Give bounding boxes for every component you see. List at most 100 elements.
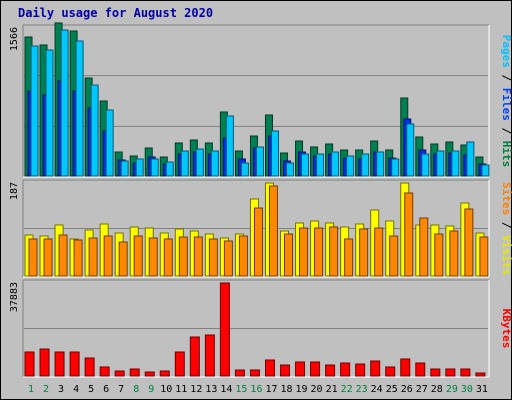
x-tick-label: 12 [190,384,202,395]
bar [391,158,400,177]
bar [460,368,471,377]
x-tick-label: 8 [133,384,139,395]
bar [361,153,370,177]
bar [329,226,339,277]
panel-label-part: Files [500,88,512,121]
bar [346,155,355,177]
bar [451,150,460,177]
bar [28,238,38,277]
panel-label-part: KBytes [500,309,512,349]
x-tick-label: 16 [250,384,262,395]
bar [165,161,174,177]
bar [255,146,264,177]
x-tick-label: 29 [446,384,458,395]
bar [400,358,411,377]
x-tick-label: 13 [205,384,217,395]
bar [180,150,189,177]
bar [30,45,39,177]
x-tick-label: 9 [148,384,154,395]
bar [234,369,245,377]
x-tick-label: 4 [73,384,79,395]
bar [475,372,486,377]
bar [129,368,140,377]
bar [69,351,80,377]
bar [58,234,68,277]
bar [466,141,475,177]
bar [238,235,248,277]
bar [389,235,399,277]
bar [479,236,489,277]
panel-label: Sites / Visits [500,182,512,275]
bar [148,237,158,277]
bar [210,150,219,177]
x-tick-label: 20 [311,384,323,395]
x-tick-label: 14 [220,384,232,395]
bar [430,368,441,377]
x-tick-label: 7 [118,384,124,395]
ymax-label: 187 [9,182,20,200]
x-tick-label: 23 [356,384,368,395]
bar [385,366,396,377]
bar [60,29,69,177]
panel-label-part: / [500,215,512,235]
bar [314,227,324,277]
x-tick-label: 18 [280,384,292,395]
bar [120,160,129,177]
bar [163,238,173,277]
bar [301,153,310,177]
bar [135,158,144,177]
bar [280,364,291,377]
bar [415,362,426,377]
bar [481,164,490,177]
bar [178,236,188,277]
bar [404,192,414,277]
x-tick-label: 22 [341,384,353,395]
x-tick-label: 6 [103,384,109,395]
x-tick-label: 24 [371,384,383,395]
ymax-label: 37883 [9,282,20,312]
bar [223,240,233,277]
bar [208,238,218,277]
bar [159,370,170,377]
panel-label: Pages / Files / Hits [500,35,512,168]
x-tick-label: 26 [401,384,413,395]
bar [114,370,125,377]
bar [270,130,279,177]
bar [340,362,351,377]
bar [54,351,65,377]
bar [249,369,260,377]
chart-title: Daily usage for August 2020 [18,6,214,20]
x-tick-label: 10 [160,384,172,395]
bar [331,151,340,177]
bar [449,230,459,277]
bar [90,84,99,177]
bar [264,359,275,377]
panel-label-part: Pages [500,35,512,68]
x-tick-label: 2 [43,384,49,395]
bar [73,239,83,277]
bar [325,364,336,377]
x-tick-label: 5 [88,384,94,395]
bar [436,150,445,177]
bar [434,233,444,277]
bar [84,357,95,377]
x-tick-label: 30 [461,384,473,395]
bar [355,363,366,377]
bar [406,123,415,177]
panel-label-part: Sites [500,182,512,215]
bar [374,227,384,277]
bar [316,153,325,177]
bar [225,115,234,177]
bar [376,151,385,177]
bar [445,368,456,377]
bar [45,49,54,177]
bar [193,236,203,277]
bar [419,217,429,277]
x-tick-label: 17 [265,384,277,395]
bar [464,208,474,277]
bar [105,109,114,177]
bar [310,361,321,377]
bar [253,207,263,277]
x-tick-label: 3 [58,384,64,395]
bar [88,237,98,277]
